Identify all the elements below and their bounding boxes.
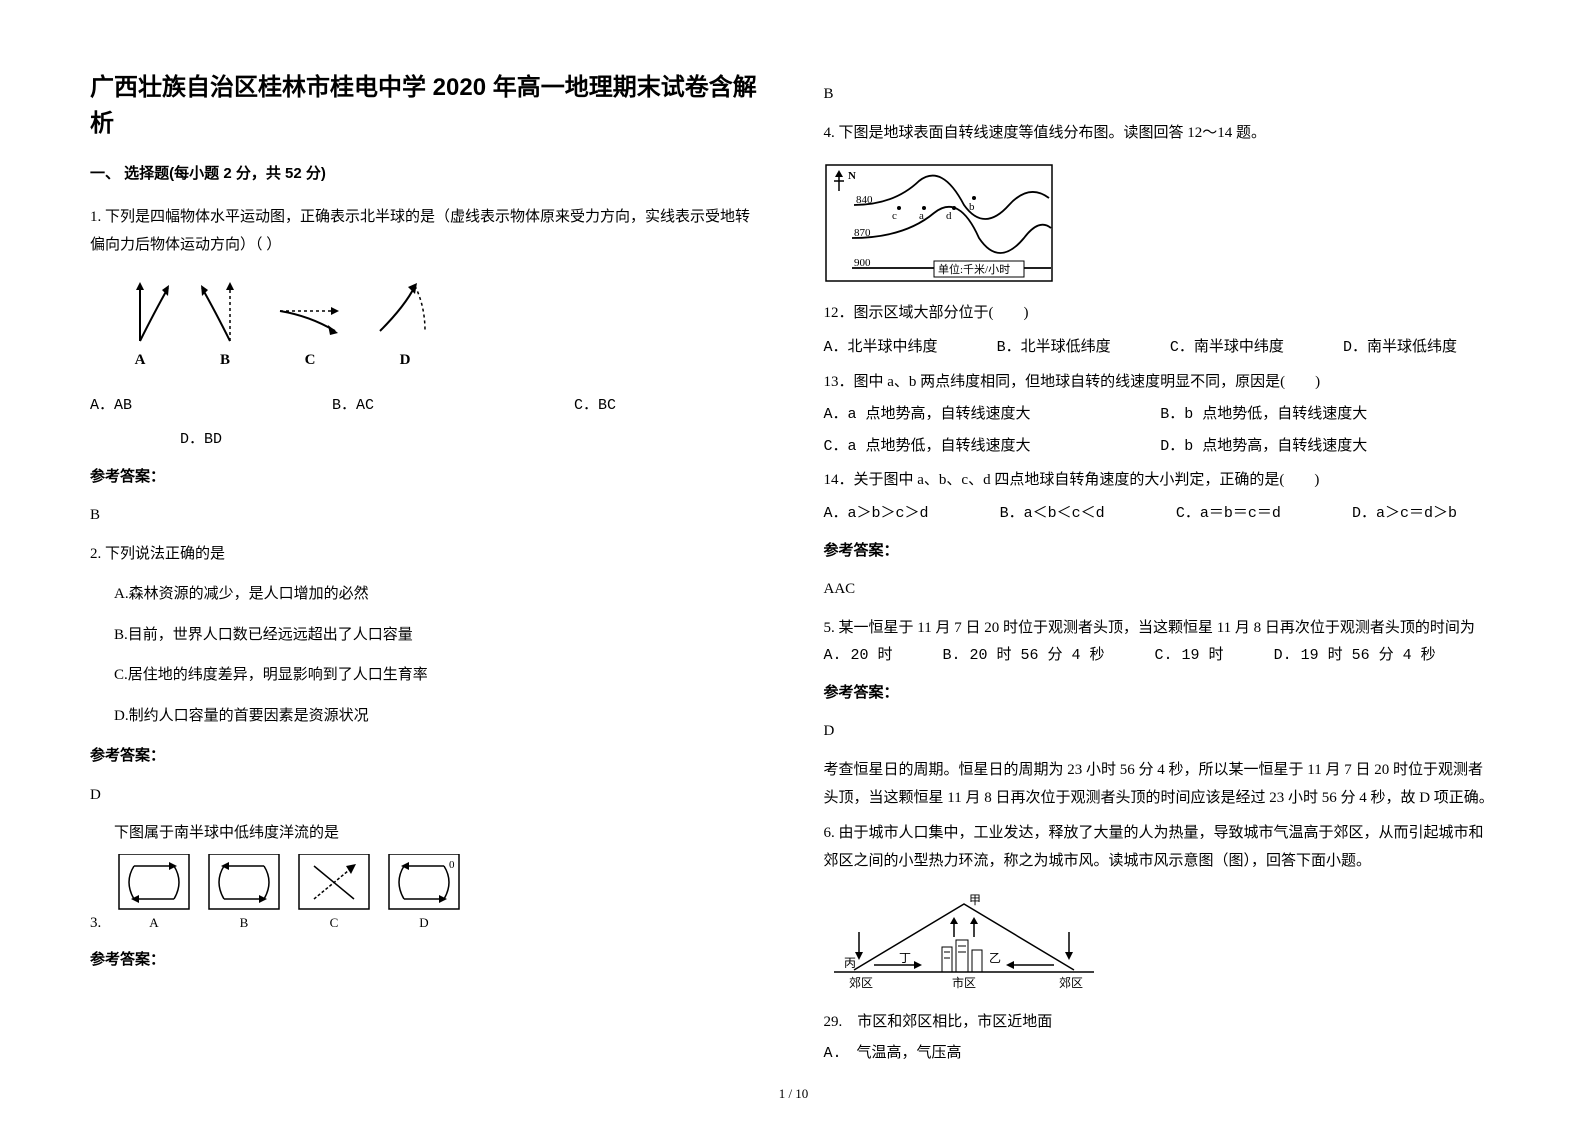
- q1-label-c: C: [305, 352, 316, 368]
- question-3: 下图属于南半球中低纬度洋流的是 3. A: [90, 819, 764, 938]
- q6-label-left: 丙: [844, 956, 856, 970]
- q5-options: A. 20 时 B. 20 时 56 分 4 秒 C. 19 时 D. 19 时…: [824, 642, 1498, 671]
- q1-answer: B: [90, 501, 764, 530]
- q4-12-d: D．南半球低纬度: [1343, 334, 1457, 363]
- q4-sub13-opts-1: A．a 点地势高，自转线速度大 B．b 点地势低，自转线速度大: [824, 401, 1498, 430]
- q4-13-c: C．a 点地势低，自转线速度大: [824, 433, 1161, 462]
- q4-c840: 840: [856, 194, 873, 206]
- q6-label-mid1: 丁: [899, 951, 911, 965]
- q1-label-d: D: [400, 352, 411, 368]
- q4-sub14-opts: A．a＞b＞c＞d B．a＜b＜c＜d C．a＝b＝c＝d D．a＞c＝d＞b: [824, 500, 1498, 529]
- q4-13-d: D．b 点地势高，自转线速度大: [1160, 433, 1497, 462]
- q6-suburb-l: 郊区: [849, 976, 873, 990]
- q1-opt-b: B．AC: [332, 392, 374, 421]
- question-2-text: 2. 下列说法正确的是: [90, 540, 764, 569]
- question-4-text: 4. 下图是地球表面自转线速度等值线分布图。读图回答 12～14 题。: [824, 119, 1498, 148]
- q4-unit: 单位:千米/小时: [938, 262, 1010, 276]
- question-1-text: 1. 下列是四幅物体水平运动图，正确表示北半球的是（虚线表示物体原来受力方向，实…: [90, 203, 764, 260]
- left-column: 广西壮族自治区桂林市桂电中学 2020 年高一地理期末试卷含解析 一、 选择题(…: [90, 70, 764, 1092]
- q4-12-c: C．南半球中纬度: [1170, 334, 1284, 363]
- section-header: 一、 选择题(每小题 2 分，共 52 分): [90, 160, 764, 189]
- q3-diagram: A B: [109, 854, 469, 932]
- q6-label-mid2: 乙: [989, 951, 1001, 965]
- q1-opt-c: C．BC: [574, 392, 616, 421]
- q3-answer: B: [824, 80, 1498, 109]
- q4-13-a: A．a 点地势高，自转线速度大: [824, 401, 1161, 430]
- q3-label-a: A: [150, 915, 160, 930]
- q4-sub12-opts: A．北半球中纬度 B．北半球低纬度 C．南半球中纬度 D．南半球低纬度: [824, 334, 1498, 363]
- q1-diagram: A B C: [90, 276, 764, 376]
- q1-options: A．AB B．AC C．BC: [90, 392, 764, 421]
- q6-diagram: 丙 丁 乙 甲 郊区 市区 郊区: [824, 892, 1498, 992]
- question-6-text: 6. 由于城市人口集中，工业发达，释放了大量的人为热量，导致城市气温高于郊区，从…: [824, 819, 1498, 876]
- q4-14-b: B．a＜b＜c＜d: [1000, 500, 1105, 529]
- q4-pt-d: d: [946, 210, 952, 222]
- q4-14-c: C．a＝b＝c＝d: [1176, 500, 1281, 529]
- q4-pt-c: c: [892, 210, 897, 222]
- answer-label-2: 参考答案：: [90, 742, 764, 771]
- q2-opt-a: A.森林资源的减少，是人口增加的必然: [114, 580, 764, 609]
- answer-label-1: 参考答案：: [90, 463, 764, 492]
- page-number: 1 / 10: [779, 1086, 809, 1102]
- q4-c900: 900: [854, 257, 871, 269]
- answer-label-5: 参考答案：: [824, 679, 1498, 708]
- q3-label-d: D: [420, 915, 429, 930]
- q4-n-label: N: [848, 170, 856, 182]
- q2-options: A.森林资源的减少，是人口增加的必然 B.目前，世界人口数已经远远超出了人口容量…: [114, 580, 764, 730]
- q3-label-c: C: [330, 915, 339, 930]
- question-2: 2. 下列说法正确的是 A.森林资源的减少，是人口增加的必然 B.目前，世界人口…: [90, 540, 764, 731]
- question-1: 1. 下列是四幅物体水平运动图，正确表示北半球的是（虚线表示物体原来受力方向，实…: [90, 203, 764, 455]
- q4-sub13-opts-2: C．a 点地势低，自转线速度大 D．b 点地势高，自转线速度大: [824, 433, 1498, 462]
- question-3-text: 下图属于南半球中低纬度洋流的是: [114, 819, 764, 848]
- q5-d: D. 19 时 56 分 4 秒: [1274, 642, 1436, 671]
- q5-b: B. 20 时 56 分 4 秒: [943, 642, 1105, 671]
- q5-c: C. 19 时: [1155, 642, 1224, 671]
- question-4: 4. 下图是地球表面自转线速度等值线分布图。读图回答 12～14 题。 N 84…: [824, 119, 1498, 529]
- q4-sub13-text: 13．图中 a、b 两点纬度相同，但地球自转的线速度明显不同，原因是( ): [824, 368, 1498, 397]
- q4-diagram: N 840 870 900 c a d: [824, 163, 1498, 283]
- q5-explanation: 考查恒星日的周期。恒星日的周期为 23 小时 56 分 4 秒，所以某一恒星于 …: [824, 756, 1498, 813]
- q1-opt-a: A．AB: [90, 392, 132, 421]
- q6-label-top: 甲: [969, 893, 981, 907]
- q6-city: 市区: [952, 975, 976, 990]
- answer-label-4: 参考答案：: [824, 537, 1498, 566]
- q3-label-b: B: [240, 915, 249, 930]
- question-5: 5. 某一恒星于 11 月 7 日 20 时位于观测者头顶，当这颗恒星 11 月…: [824, 614, 1498, 671]
- q5-a: A. 20 时: [824, 642, 893, 671]
- q4-14-d: D．a＞c＝d＞b: [1352, 500, 1457, 529]
- page-container: 广西壮族自治区桂林市桂电中学 2020 年高一地理期末试卷含解析 一、 选择题(…: [90, 70, 1497, 1092]
- answer-label-3: 参考答案：: [90, 946, 764, 975]
- q1-label-a: A: [135, 352, 146, 368]
- q2-opt-d: D.制约人口容量的首要因素是资源状况: [114, 702, 764, 731]
- q4-13-b: B．b 点地势低，自转线速度大: [1160, 401, 1497, 430]
- q6-suburb-r: 郊区: [1059, 976, 1083, 990]
- q4-c870: 870: [854, 227, 871, 239]
- q4-answer: AAC: [824, 575, 1498, 604]
- q4-pt-a: a: [919, 210, 924, 222]
- q4-12-b: B．北半球低纬度: [997, 334, 1111, 363]
- q2-opt-c: C.居住地的纬度差异，明显影响到了人口生育率: [114, 661, 764, 690]
- q5-answer: D: [824, 717, 1498, 746]
- q4-pt-b: b: [969, 201, 975, 213]
- q2-answer: D: [90, 781, 764, 810]
- q4-12-a: A．北半球中纬度: [824, 334, 938, 363]
- document-title: 广西壮族自治区桂林市桂电中学 2020 年高一地理期末试卷含解析: [90, 70, 764, 142]
- q2-opt-b: B.目前，世界人口数已经远远超出了人口容量: [114, 621, 764, 650]
- q6-sub29-text: 29. 市区和郊区相比，市区近地面: [824, 1008, 1498, 1037]
- q4-sub14-text: 14．关于图中 a、b、c、d 四点地球自转角速度的大小判定，正确的是( ): [824, 466, 1498, 495]
- q4-14-a: A．a＞b＞c＞d: [824, 500, 929, 529]
- q4-sub12-text: 12．图示区域大部分位于( ): [824, 299, 1498, 328]
- q6-sub29-a: A. 气温高，气压高: [824, 1040, 1498, 1069]
- svg-text:0: 0: [449, 859, 455, 871]
- question-5-text: 5. 某一恒星于 11 月 7 日 20 时位于观测者头顶，当这颗恒星 11 月…: [824, 614, 1498, 643]
- q1-opt-d: D．BD: [180, 426, 764, 455]
- question-6: 6. 由于城市人口集中，工业发达，释放了大量的人为热量，导致城市气温高于郊区，从…: [824, 819, 1498, 1069]
- question-3-prefix: 3.: [90, 909, 101, 938]
- right-column: B 4. 下图是地球表面自转线速度等值线分布图。读图回答 12～14 题。 N …: [824, 70, 1498, 1092]
- q1-label-b: B: [220, 352, 230, 368]
